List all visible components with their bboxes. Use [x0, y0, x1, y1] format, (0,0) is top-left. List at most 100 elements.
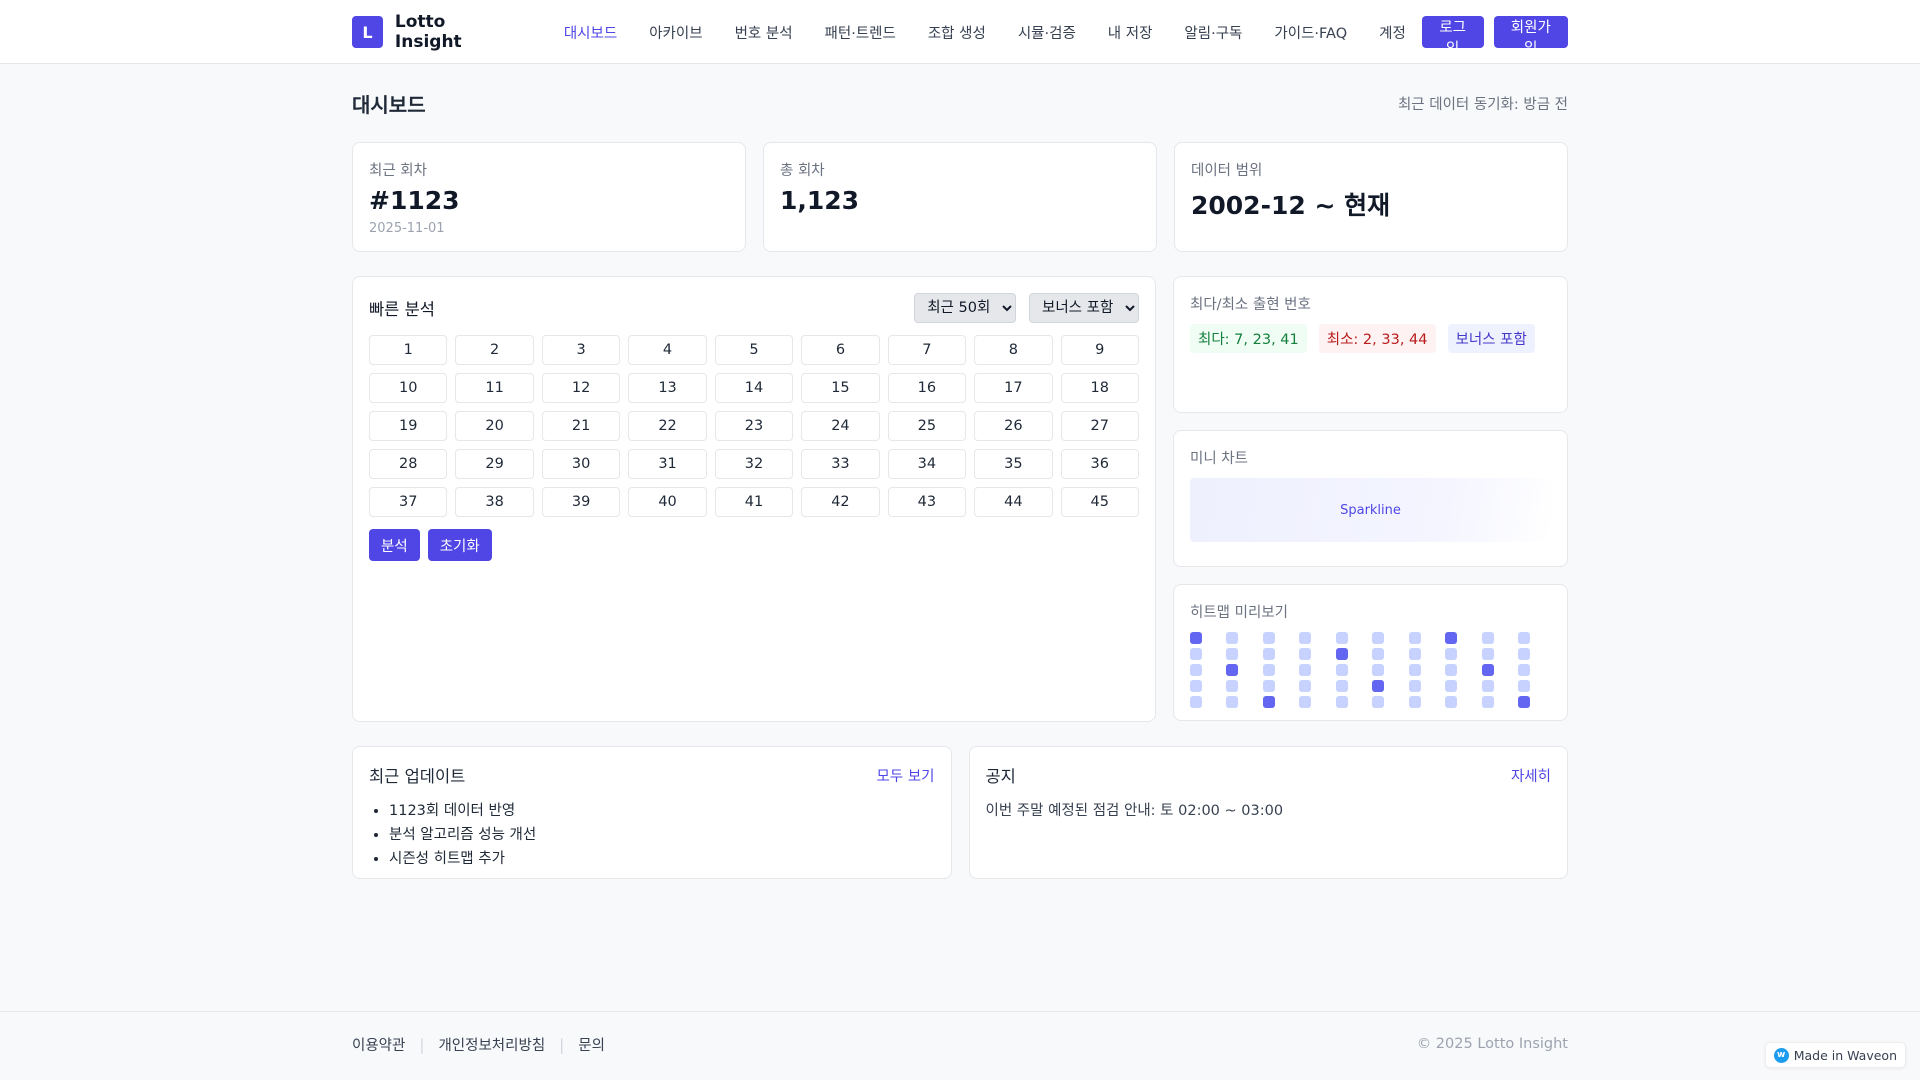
number-button[interactable]: 26 [974, 411, 1053, 441]
number-button[interactable]: 12 [541, 373, 621, 403]
number-button[interactable]: 18 [1060, 373, 1139, 403]
number-button[interactable]: 22 [628, 411, 707, 441]
number-button[interactable]: 25 [887, 411, 967, 441]
heatmap-cell [1335, 696, 1348, 708]
brand-name[interactable]: Lotto Insight [394, 12, 462, 52]
number-button[interactable]: 38 [455, 487, 534, 517]
signup-button[interactable]: 회원가입 [1493, 16, 1568, 57]
updates-title: 최근 업데이트 [369, 767, 466, 786]
heatmap-cell [1481, 664, 1494, 676]
number-button[interactable]: 9 [1060, 335, 1139, 365]
number-button[interactable]: 4 [628, 335, 707, 365]
number-button[interactable]: 20 [455, 411, 534, 441]
heatmap-cell [1517, 632, 1530, 644]
privacy-link[interactable]: 개인정보처리방침 [438, 1037, 546, 1054]
heatmap-cell [1335, 648, 1348, 660]
number-button[interactable]: 30 [541, 449, 621, 479]
number-button[interactable]: 31 [628, 449, 707, 479]
heatmap-cell [1372, 648, 1385, 660]
notice-details-link[interactable]: 자세히 [1510, 768, 1551, 785]
nav-item[interactable]: 시뮬·검증 [1017, 25, 1076, 42]
range-select[interactable]: 최근 50회 [914, 293, 1017, 323]
nav-item[interactable]: 내 저장 [1107, 25, 1153, 42]
number-button[interactable]: 36 [1060, 449, 1139, 479]
number-button[interactable]: 35 [974, 449, 1053, 479]
number-button[interactable]: 2 [455, 335, 534, 365]
mini-chart-title: 미니 차트 [1190, 451, 1248, 467]
number-button[interactable]: 39 [541, 487, 621, 517]
view-all-link[interactable]: 모두 보기 [876, 768, 935, 785]
number-button[interactable]: 24 [801, 411, 880, 441]
number-button[interactable]: 40 [628, 487, 707, 517]
number-button[interactable]: 29 [455, 449, 534, 479]
heatmap-cell [1408, 696, 1421, 708]
number-button[interactable]: 7 [887, 335, 967, 365]
number-button[interactable]: 1 [369, 335, 448, 365]
stat-label: 총 회차 [780, 163, 825, 179]
heatmap-cell [1481, 648, 1494, 660]
heatmap-cell [1445, 680, 1458, 692]
number-button[interactable]: 17 [974, 373, 1053, 403]
number-button[interactable]: 43 [887, 487, 967, 517]
reset-button[interactable]: 초기화 [427, 529, 492, 561]
heatmap-cell [1517, 696, 1530, 708]
number-button[interactable]: 23 [714, 411, 794, 441]
nav-item[interactable]: 번호 분석 [734, 25, 793, 42]
number-button[interactable]: 37 [369, 487, 448, 517]
logo[interactable]: L [352, 16, 383, 48]
terms-link[interactable]: 이용약관 [352, 1037, 406, 1054]
nav-item[interactable]: 패턴·트렌드 [824, 25, 896, 42]
nav-item[interactable]: 계정 [1379, 25, 1406, 42]
number-button[interactable]: 13 [628, 373, 707, 403]
login-button[interactable]: 로그인 [1421, 16, 1484, 57]
number-button[interactable]: 15 [801, 373, 880, 403]
mini-chart-card: 미니 차트 Sparkline [1173, 430, 1568, 567]
contact-link[interactable]: 문의 [578, 1037, 605, 1054]
number-button[interactable]: 16 [887, 373, 967, 403]
number-button[interactable]: 5 [714, 335, 794, 365]
heatmap-cell [1262, 696, 1275, 708]
number-button[interactable]: 14 [714, 373, 794, 403]
number-button[interactable]: 11 [455, 373, 534, 403]
number-button[interactable]: 42 [801, 487, 880, 517]
heatmap-cell [1299, 680, 1312, 692]
number-button[interactable]: 44 [974, 487, 1053, 517]
number-button[interactable]: 21 [541, 411, 621, 441]
bonus-included-badge: 보너스 포함 [1447, 324, 1535, 353]
nav-item[interactable]: 아카이브 [649, 25, 703, 42]
heatmap-cell [1408, 648, 1421, 660]
heatmap-cell [1408, 680, 1421, 692]
number-button[interactable]: 28 [369, 449, 448, 479]
nav-item[interactable]: 대시보드 [563, 25, 618, 42]
update-item: 1123회 데이터 반영 [389, 799, 935, 823]
number-button[interactable]: 3 [541, 335, 621, 365]
heatmap-cell [1335, 680, 1348, 692]
number-button[interactable]: 32 [714, 449, 794, 479]
number-button[interactable]: 8 [974, 335, 1053, 365]
number-button[interactable]: 34 [887, 449, 967, 479]
number-button[interactable]: 27 [1060, 411, 1139, 441]
heatmap-cell [1262, 680, 1275, 692]
analyze-button[interactable]: 분석 [369, 529, 420, 561]
number-button[interactable]: 33 [801, 449, 880, 479]
number-button[interactable]: 6 [801, 335, 880, 365]
stat-card-latest-round: 최근 회차 #1123 2025-11-01 [352, 142, 746, 252]
heatmap-cell [1335, 664, 1348, 676]
extremes-title: 최다/최소 출현 번호 [1190, 297, 1311, 313]
bonus-select[interactable]: 보너스 포함 [1029, 293, 1139, 323]
number-button[interactable]: 19 [369, 411, 448, 441]
number-button[interactable]: 45 [1060, 487, 1139, 517]
number-button[interactable]: 10 [369, 373, 448, 403]
update-item: 분석 알고리즘 성능 개선 [389, 823, 935, 847]
heatmap-cell [1299, 648, 1312, 660]
nav-item[interactable]: 알림·구독 [1184, 25, 1243, 42]
heatmap-cell [1226, 664, 1239, 676]
number-button[interactable]: 41 [714, 487, 794, 517]
least-frequent-badge: 최소: 2, 33, 44 [1318, 324, 1436, 353]
heatmap-cell [1226, 648, 1239, 660]
nav-item[interactable]: 조합 생성 [927, 25, 986, 42]
made-in-waveon-badge[interactable]: w Made in Waveon [1764, 1042, 1906, 1068]
quick-analysis-card: 빠른 분석 최근 50회 보너스 포함 1 2 3 4 5 6 7 8 9 10 11 12 13 14 1… [352, 276, 1156, 722]
nav-item[interactable]: 가이드·FAQ [1274, 25, 1348, 42]
heatmap-cell [1262, 648, 1275, 660]
